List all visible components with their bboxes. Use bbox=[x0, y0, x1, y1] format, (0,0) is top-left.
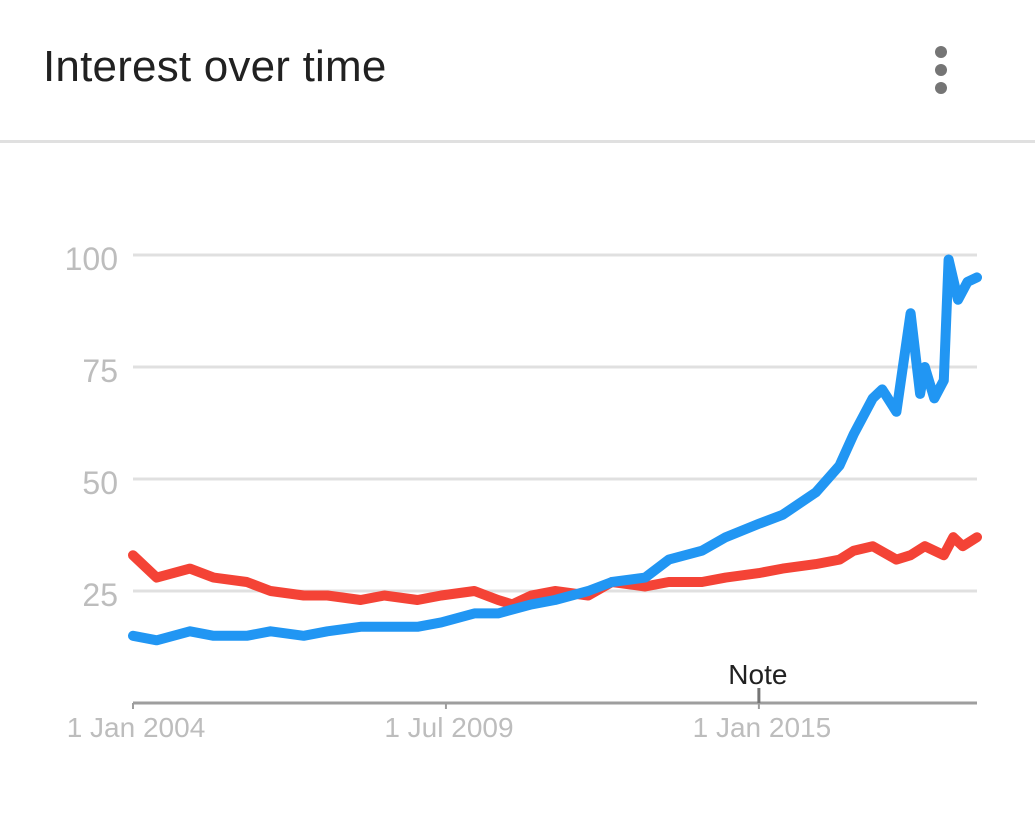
grid-layer bbox=[133, 253, 977, 593]
axis-layer bbox=[132, 688, 977, 709]
x-tick-label-1: 1 Jul 2009 bbox=[384, 712, 513, 743]
y-tick-label-50: 50 bbox=[82, 465, 118, 501]
x-tick-label-0: 1 Jan 2004 bbox=[67, 712, 206, 743]
series-line-1 bbox=[128, 532, 982, 610]
label-layer: 100 75 50 25 1 Jan 2004 1 Jul 2009 1 Jan 2015 N… bbox=[65, 241, 832, 743]
menu-dot bbox=[935, 64, 947, 76]
series-layer bbox=[128, 254, 982, 646]
x-tick-label-2: 1 Jan 2015 bbox=[693, 712, 832, 743]
note-label: Note bbox=[728, 659, 787, 690]
menu-dot bbox=[935, 82, 947, 94]
card-title: Interest over time bbox=[43, 42, 387, 91]
card-header: Interest over time bbox=[0, 0, 1035, 140]
header-divider bbox=[0, 140, 1035, 143]
y-tick-label-100: 100 bbox=[65, 241, 118, 277]
menu-dot bbox=[935, 46, 947, 58]
y-tick-label-75: 75 bbox=[82, 353, 118, 389]
more-vert-icon[interactable] bbox=[921, 40, 961, 100]
y-tick-label-25: 25 bbox=[82, 577, 118, 613]
series-line-0 bbox=[128, 254, 982, 646]
